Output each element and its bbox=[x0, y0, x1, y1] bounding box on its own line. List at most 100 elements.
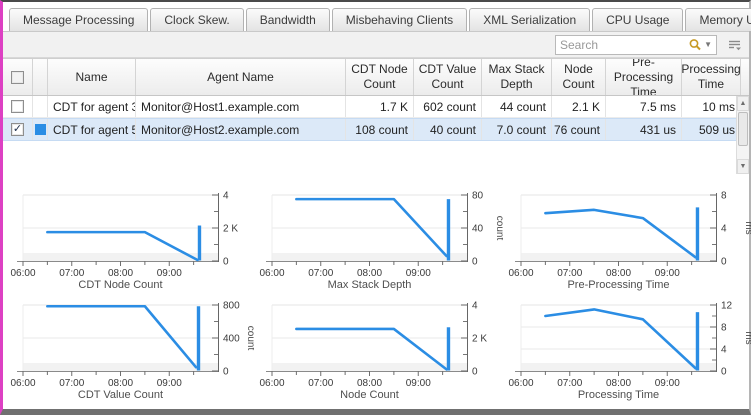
cell-swatch bbox=[33, 119, 48, 140]
svg-text:4: 4 bbox=[223, 191, 229, 202]
cell-name: CDT for agent 5 bbox=[48, 119, 136, 140]
svg-text:40: 40 bbox=[472, 224, 484, 235]
select-all-checkbox[interactable] bbox=[11, 70, 24, 84]
svg-text:0: 0 bbox=[472, 257, 478, 268]
column-header-check[interactable] bbox=[3, 59, 33, 95]
row-checkbox[interactable] bbox=[11, 100, 24, 113]
column-header-pre-processing-time[interactable]: Pre-Processing Time bbox=[606, 59, 682, 95]
cell-proc_time: 10 ms bbox=[682, 96, 741, 117]
svg-text:08:00: 08:00 bbox=[606, 268, 631, 279]
chart-canvas-cdt-node-count: 06:00 07:00 08:00 09:00 0 2 K 4 CDT Node Count bbox=[10, 191, 238, 292]
chart-title: Node Count bbox=[340, 389, 399, 401]
scrollbar-thumb[interactable] bbox=[738, 112, 748, 146]
svg-text:8: 8 bbox=[721, 323, 727, 334]
series-color-swatch bbox=[34, 124, 46, 135]
svg-text:08:00: 08:00 bbox=[108, 268, 133, 279]
svg-text:07:00: 07:00 bbox=[308, 378, 333, 389]
search-input[interactable] bbox=[560, 37, 689, 52]
toolbar: ▼ bbox=[3, 32, 749, 58]
svg-text:2 K: 2 K bbox=[223, 224, 238, 235]
cell-proc_time: 509 us bbox=[682, 119, 741, 140]
svg-text:07:00: 07:00 bbox=[59, 378, 84, 389]
chart-title: Pre-Processing Time bbox=[567, 279, 669, 291]
svg-text:09:00: 09:00 bbox=[655, 378, 680, 389]
cell-pre_time: 431 us bbox=[606, 119, 682, 140]
scrollbar-track[interactable] bbox=[737, 147, 749, 159]
chart-title: CDT Node Count bbox=[78, 279, 162, 291]
svg-text:06:00: 06:00 bbox=[508, 378, 533, 389]
tab-clock-skew[interactable]: Clock Skew. bbox=[150, 8, 244, 31]
svg-text:08:00: 08:00 bbox=[606, 378, 631, 389]
svg-text:06:00: 06:00 bbox=[508, 268, 533, 279]
column-header-node-count[interactable]: Node Count bbox=[552, 59, 606, 95]
column-header-cdt-value-count[interactable]: CDT Value Count bbox=[414, 59, 482, 95]
svg-text:0: 0 bbox=[223, 257, 229, 268]
svg-text:ms: ms bbox=[743, 331, 751, 344]
svg-text:07:00: 07:00 bbox=[557, 378, 582, 389]
column-header-swatch[interactable] bbox=[33, 59, 48, 95]
svg-text:09:00: 09:00 bbox=[655, 268, 680, 279]
cell-check: ✓ bbox=[3, 119, 33, 140]
tab-cpu-usage[interactable]: CPU Usage bbox=[592, 8, 684, 31]
table-row-cdt-for-agent-3[interactable]: CDT for agent 3 Monitor@Host1.example.com… bbox=[3, 96, 749, 118]
svg-text:count: count bbox=[245, 326, 254, 351]
cell-cdt_node: 1.7 K bbox=[346, 96, 414, 117]
svg-text:06:00: 06:00 bbox=[10, 378, 35, 389]
cell-max_stack: 44 count bbox=[482, 96, 552, 117]
svg-text:07:00: 07:00 bbox=[59, 268, 84, 279]
column-chooser-icon[interactable] bbox=[725, 37, 743, 53]
column-header-max-stack-depth[interactable]: Max Stack Depth bbox=[482, 59, 552, 95]
svg-text:ms: ms bbox=[743, 221, 751, 234]
svg-text:2 K: 2 K bbox=[472, 334, 487, 345]
svg-text:count: count bbox=[494, 216, 503, 241]
chart-canvas-cdt-value-count: 06:00 07:00 08:00 09:00 0 400 800 count CDT Valu… bbox=[10, 301, 254, 402]
scroll-down-button[interactable]: ▼ bbox=[737, 159, 749, 174]
cell-node: 76 count bbox=[552, 119, 606, 140]
chart-max-stack-depth: 06:00 07:00 08:00 09:00 0 40 80 count Max Stack … bbox=[254, 189, 503, 292]
tab-misbehaving-clients[interactable]: Misbehaving Clients bbox=[331, 8, 468, 31]
svg-text:08:00: 08:00 bbox=[357, 378, 382, 389]
tab-bandwidth[interactable]: Bandwidth bbox=[245, 8, 330, 31]
chart-pre-processing-time: 06:00 07:00 08:00 09:00 0 4 8 ms Pre-Processing … bbox=[503, 189, 751, 292]
svg-text:07:00: 07:00 bbox=[557, 268, 582, 279]
tab-memory-usage[interactable]: Memory Usage bbox=[685, 8, 751, 31]
column-header-cdt-node-count[interactable]: CDT Node Count bbox=[346, 59, 414, 95]
svg-text:0: 0 bbox=[721, 257, 727, 268]
column-header-agent-name[interactable]: Agent Name bbox=[136, 59, 346, 95]
charts-grid: 06:00 07:00 08:00 09:00 0 2 K 4 CDT Node Count 0… bbox=[3, 189, 751, 402]
chart-title: Processing Time bbox=[578, 389, 659, 401]
svg-text:08:00: 08:00 bbox=[108, 378, 133, 389]
scroll-up-button[interactable]: ▲ bbox=[737, 96, 749, 111]
svg-text:09:00: 09:00 bbox=[157, 378, 182, 389]
cell-cdt_value: 602 count bbox=[414, 96, 482, 117]
svg-text:06:00: 06:00 bbox=[259, 268, 284, 279]
cell-swatch bbox=[33, 96, 48, 117]
data-table: Name Agent Name CDT Node Count CDT Value Co… bbox=[3, 58, 749, 176]
column-header-name[interactable]: Name bbox=[48, 59, 136, 95]
cell-agent: Monitor@Host2.example.com bbox=[136, 119, 346, 140]
search-icon[interactable] bbox=[688, 38, 702, 52]
tab-xml-serialization[interactable]: XML Serialization bbox=[469, 8, 591, 31]
row-checkbox[interactable]: ✓ bbox=[11, 123, 24, 136]
cell-cdt_node: 108 count bbox=[346, 119, 414, 140]
chart-canvas-node-count: 06:00 07:00 08:00 09:00 0 2 K 4 Node Count bbox=[259, 301, 487, 402]
chart-canvas-pre-processing-time: 06:00 07:00 08:00 09:00 0 4 8 ms Pre-Processing … bbox=[508, 191, 751, 292]
vertical-scrollbar[interactable]: ▲ ▼ bbox=[736, 96, 749, 174]
svg-text:09:00: 09:00 bbox=[406, 268, 431, 279]
chart-node-count: 06:00 07:00 08:00 09:00 0 2 K 4 Node Count bbox=[254, 299, 503, 402]
tab-message-processing[interactable]: Message Processing bbox=[9, 8, 149, 31]
chart-title: CDT Value Count bbox=[78, 389, 163, 401]
svg-text:4: 4 bbox=[721, 345, 727, 356]
column-header-processing-time[interactable]: Processing Time bbox=[682, 59, 741, 95]
table-row-cdt-for-agent-5[interactable]: ✓ CDT for agent 5 Monitor@Host2.example.co… bbox=[3, 118, 749, 141]
chart-cdt-value-count: 06:00 07:00 08:00 09:00 0 400 800 count CDT Valu… bbox=[5, 299, 254, 402]
chart-cdt-node-count: 06:00 07:00 08:00 09:00 0 2 K 4 CDT Node Count bbox=[5, 189, 254, 292]
svg-text:4: 4 bbox=[472, 301, 478, 312]
svg-text:0: 0 bbox=[721, 367, 727, 378]
svg-text:400: 400 bbox=[223, 334, 240, 345]
table-header-row: Name Agent Name CDT Node Count CDT Value Co… bbox=[3, 58, 749, 96]
svg-text:8: 8 bbox=[721, 191, 727, 202]
search-dropdown-caret[interactable]: ▼ bbox=[704, 40, 712, 49]
search-box[interactable]: ▼ bbox=[555, 34, 717, 55]
